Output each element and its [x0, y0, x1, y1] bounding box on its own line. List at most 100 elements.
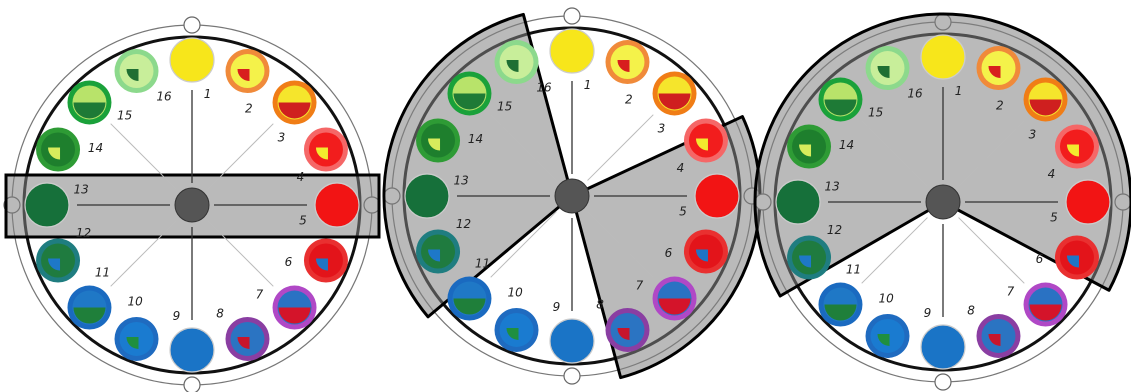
position-disc	[549, 318, 595, 364]
center-hub	[554, 178, 590, 214]
position-number: 7	[256, 287, 264, 301]
position-number: 10	[128, 295, 144, 309]
position-14: 14	[416, 118, 483, 163]
position-number: 9	[553, 300, 561, 314]
position-disc	[169, 37, 215, 83]
position-number: 8	[596, 297, 604, 311]
position-half-marker	[73, 102, 106, 119]
position-half-marker	[73, 307, 106, 324]
position-13: 13	[775, 179, 840, 225]
position-number: 14	[468, 132, 483, 146]
position-quarter-marker	[428, 138, 441, 151]
rim-knob	[934, 373, 952, 391]
position-number: 6	[285, 255, 293, 269]
spoke	[490, 211, 557, 278]
position-15: 15	[447, 71, 512, 116]
position-half-marker	[824, 99, 857, 116]
position-1: 1	[549, 28, 595, 92]
position-quarter-marker	[126, 336, 139, 349]
position-number: 1	[584, 78, 592, 92]
position-9: 9	[169, 309, 215, 373]
position-8: 8	[216, 306, 270, 361]
position-13: 13	[24, 182, 89, 228]
position-half-marker	[1029, 304, 1062, 321]
position-number: 9	[924, 306, 932, 320]
position-disc	[920, 34, 966, 80]
position-quarter-marker	[506, 327, 519, 340]
position-quarter-marker	[988, 66, 1001, 79]
position-10: 10	[114, 295, 159, 361]
position-half-marker	[1029, 99, 1062, 116]
spoke	[110, 123, 177, 190]
position-4: 4	[1048, 124, 1099, 181]
position-quarter-marker	[1066, 255, 1079, 268]
position-number: 14	[839, 138, 854, 152]
position-6: 6	[665, 229, 728, 274]
position-number: 11	[475, 256, 490, 270]
position-number: 3	[1029, 128, 1037, 142]
spoke	[587, 114, 654, 181]
center-hub	[925, 184, 961, 220]
position-quarter-marker	[877, 333, 890, 346]
position-number: 14	[88, 141, 103, 155]
rim-knob	[563, 367, 581, 385]
position-number: 3	[278, 131, 286, 145]
position-14: 14	[36, 127, 103, 172]
position-half-marker	[278, 307, 311, 324]
position-quarter-marker	[1066, 144, 1079, 157]
position-number: 2	[245, 101, 253, 115]
position-8: 8	[967, 303, 1021, 358]
position-4: 4	[297, 127, 348, 184]
spoke	[958, 217, 1025, 284]
spoke	[587, 211, 654, 278]
position-6: 6	[285, 238, 348, 283]
rim-knob	[183, 16, 201, 34]
position-16: 16	[494, 40, 552, 95]
position-number: 12	[456, 217, 471, 231]
position-7: 7	[1007, 282, 1068, 327]
position-quarter-marker	[799, 255, 812, 268]
position-number: 11	[846, 262, 861, 276]
position-number: 15	[868, 106, 883, 120]
position-number: 3	[658, 122, 666, 136]
position-quarter-marker	[695, 138, 708, 151]
position-7: 7	[256, 285, 317, 330]
position-quarter-marker	[428, 249, 441, 262]
position-quarter-marker	[126, 69, 139, 82]
position-11: 11	[818, 262, 863, 327]
position-9: 9	[920, 306, 966, 370]
position-disc	[24, 182, 70, 228]
spoke	[110, 220, 177, 287]
position-disc	[920, 324, 966, 370]
position-quarter-marker	[237, 336, 250, 349]
position-number: 12	[76, 226, 91, 240]
position-15: 15	[67, 80, 132, 125]
position-2: 2	[976, 46, 1021, 112]
position-15: 15	[818, 77, 883, 122]
position-2: 2	[605, 40, 650, 106]
position-quarter-marker	[315, 258, 328, 271]
position-2: 2	[225, 49, 270, 115]
position-number: 9	[173, 309, 181, 323]
position-number: 6	[1036, 252, 1044, 266]
position-number: 4	[297, 170, 305, 184]
position-number: 7	[636, 278, 644, 292]
center-hub	[174, 187, 210, 223]
position-quarter-marker	[237, 69, 250, 82]
position-number: 7	[1007, 284, 1015, 298]
position-1: 1	[920, 34, 966, 98]
position-number: 12	[827, 223, 842, 237]
position-disc	[404, 173, 450, 219]
position-quarter-marker	[988, 333, 1001, 346]
position-disc	[549, 28, 595, 74]
position-half-marker	[453, 298, 486, 315]
position-disc	[169, 327, 215, 373]
position-1: 1	[169, 37, 215, 101]
position-number: 13	[73, 182, 88, 196]
position-5: 5	[679, 173, 740, 219]
position-quarter-marker	[617, 327, 630, 340]
spoke	[207, 220, 274, 287]
